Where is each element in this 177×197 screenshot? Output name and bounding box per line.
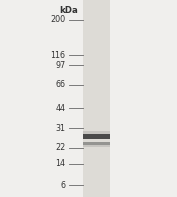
Text: 6: 6: [61, 181, 65, 190]
Bar: [83, 134, 110, 137]
Text: 22: 22: [55, 143, 65, 152]
Bar: [83, 132, 110, 137]
Text: 116: 116: [50, 51, 65, 60]
Text: 31: 31: [56, 124, 65, 133]
Bar: [83, 0, 110, 197]
Bar: [83, 142, 110, 145]
Text: kDa: kDa: [59, 6, 78, 15]
Text: 200: 200: [50, 15, 65, 24]
Bar: [83, 135, 110, 139]
Text: 66: 66: [56, 80, 65, 89]
Text: 14: 14: [56, 159, 65, 168]
Bar: [83, 142, 110, 147]
Text: 97: 97: [55, 60, 65, 70]
Text: 44: 44: [56, 104, 65, 113]
